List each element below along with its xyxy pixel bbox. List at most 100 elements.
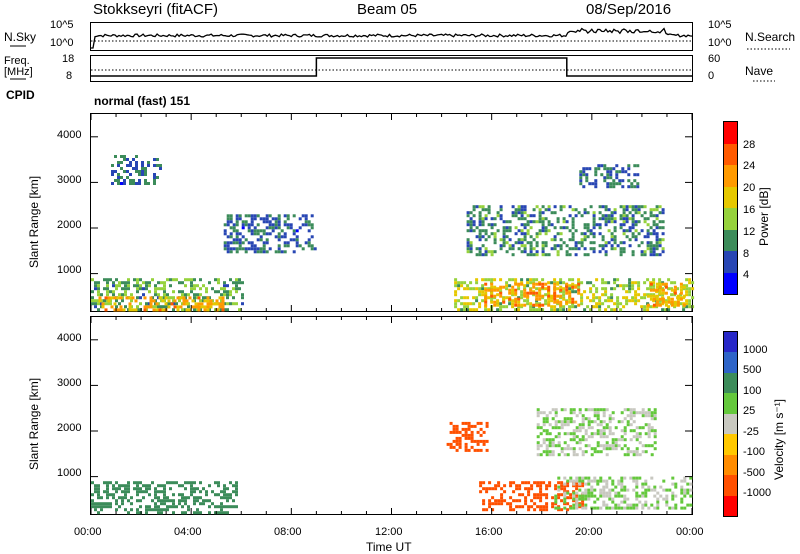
power-cell xyxy=(129,179,132,182)
velocity-cell xyxy=(527,505,531,509)
velocity-cell xyxy=(641,482,645,486)
velocity-cell xyxy=(590,420,594,424)
power-cell xyxy=(490,285,494,289)
velocity-cell xyxy=(614,485,618,489)
power-cell xyxy=(676,300,680,304)
velocity-cell xyxy=(644,444,648,448)
velocity-cell xyxy=(551,502,555,506)
freq-panel xyxy=(90,55,693,82)
power-cell xyxy=(172,308,175,312)
velocity-cell xyxy=(136,508,139,512)
power-cell xyxy=(532,291,536,295)
power-cell xyxy=(559,238,563,242)
power-cell xyxy=(133,284,136,288)
power-cell xyxy=(574,214,578,218)
velocity-cell xyxy=(464,430,468,434)
power-cell xyxy=(691,281,695,285)
power-cell xyxy=(609,176,613,180)
power-cell xyxy=(169,284,172,288)
power-cell xyxy=(481,229,485,233)
velocity-cell xyxy=(521,505,525,509)
velocity-cell xyxy=(470,436,474,440)
velocity-cell xyxy=(542,481,546,485)
velocity-cell xyxy=(190,493,193,497)
power-cell xyxy=(466,241,470,245)
power-cell xyxy=(652,303,656,307)
power-cell xyxy=(499,214,503,218)
velocity-cell xyxy=(584,429,588,433)
velocity-cell xyxy=(638,453,642,457)
power-cell xyxy=(253,226,257,230)
power-cell xyxy=(622,287,626,291)
velocity-cell xyxy=(536,444,540,448)
x-axis-title: Time UT xyxy=(366,540,412,554)
velocity-cell xyxy=(626,450,630,454)
velocity-cell xyxy=(494,502,498,506)
power-cell xyxy=(517,241,521,245)
velocity-cell xyxy=(566,444,570,448)
power-cell xyxy=(265,217,269,221)
power-cell xyxy=(128,305,132,309)
power-cell xyxy=(621,170,625,174)
velocity-cell xyxy=(551,441,555,445)
velocity-cell xyxy=(542,450,546,454)
power-cell xyxy=(94,299,97,303)
power-cell xyxy=(475,253,479,257)
velocity-cell xyxy=(629,423,633,427)
power-cell xyxy=(117,161,120,164)
velocity-cell xyxy=(563,506,567,510)
power-cell xyxy=(673,281,677,285)
velocity-cell xyxy=(563,482,567,486)
power-cell xyxy=(577,282,581,286)
velocity-cell xyxy=(551,438,555,442)
colorbar-segment xyxy=(724,143,737,165)
power-cell xyxy=(466,287,470,291)
velocity-cell xyxy=(106,505,109,509)
velocity-cell xyxy=(605,444,609,448)
power-cell xyxy=(691,287,695,291)
power-cell xyxy=(132,179,135,182)
velocity-cell xyxy=(584,491,588,495)
velocity-cell xyxy=(536,414,540,418)
power-cell xyxy=(130,293,133,297)
power-cbar-tick-4: 4 xyxy=(743,269,750,281)
velocity-cell xyxy=(482,487,486,491)
power-cell xyxy=(154,305,157,309)
power-cell xyxy=(235,214,239,218)
power-cell xyxy=(187,293,190,297)
power-cell xyxy=(649,288,653,292)
power-cell xyxy=(97,290,100,294)
velocity-cell xyxy=(118,484,121,488)
power-cell xyxy=(481,290,485,294)
power-cell xyxy=(115,299,118,303)
velocity-cell xyxy=(551,417,555,421)
power-cell xyxy=(241,302,244,306)
velocity-cell xyxy=(620,494,624,498)
power-cell xyxy=(598,250,602,254)
velocity-cell xyxy=(638,494,642,498)
power-cell xyxy=(262,241,266,245)
power-cell xyxy=(691,296,695,300)
velocity-cell xyxy=(569,496,573,500)
velocity-cell xyxy=(121,484,124,488)
power-cell xyxy=(631,284,635,288)
velocity-cell xyxy=(578,497,582,501)
station-title: Stokkseyri (fitACF) xyxy=(93,1,219,18)
power-cell xyxy=(508,297,512,301)
velocity-cell xyxy=(635,447,639,451)
power-cell xyxy=(98,299,102,303)
velocity-cell xyxy=(554,435,558,439)
velocity-cell xyxy=(581,494,585,498)
power-cell xyxy=(178,290,181,294)
power-cell xyxy=(624,170,628,174)
velocity-cell xyxy=(635,485,639,489)
power-cell xyxy=(113,296,117,300)
velocity-cell xyxy=(659,494,663,498)
power-cell xyxy=(609,182,613,186)
power-cell xyxy=(256,232,260,236)
power-cell xyxy=(547,229,551,233)
power-cell xyxy=(652,244,656,248)
power-cell xyxy=(484,294,488,298)
power-cell xyxy=(565,226,569,230)
velocity-cell xyxy=(145,511,148,515)
